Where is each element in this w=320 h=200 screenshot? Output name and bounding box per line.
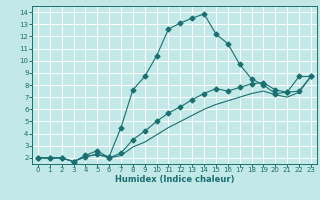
X-axis label: Humidex (Indice chaleur): Humidex (Indice chaleur) bbox=[115, 175, 234, 184]
